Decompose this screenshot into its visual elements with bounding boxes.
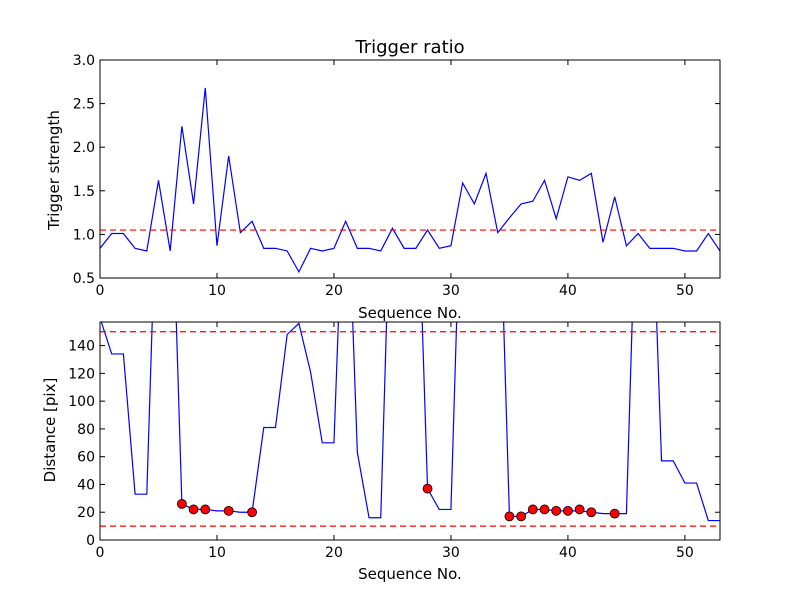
- top-y-tick-label: 2.0: [73, 140, 95, 156]
- bottom-highlight-point: [422, 483, 433, 494]
- top-y-tick-label: 1.5: [73, 184, 95, 200]
- bottom-x-tick-label: 10: [208, 545, 226, 561]
- bottom-y-tick-label: 140: [68, 339, 95, 355]
- top-x-tick-label: 10: [208, 283, 226, 299]
- bottom-highlight-point: [176, 498, 187, 509]
- top-axes-frame: [99, 59, 721, 279]
- bottom-axes-frame: [99, 321, 721, 541]
- top-chart-title: Trigger ratio: [354, 37, 464, 58]
- bottom-y-tick-label: 60: [77, 450, 95, 466]
- top-y-tick-label: 2.5: [73, 97, 95, 113]
- top-y-tick-label: 1.0: [73, 227, 95, 243]
- bottom-highlight-point: [527, 504, 538, 515]
- bottom-y-tick-labels: 0 20 40 60 80 100 120 140: [68, 339, 720, 549]
- top-x-tick-labels: 0 10 20 30 40 50: [96, 60, 694, 299]
- top-y-tick-label: 3.0: [73, 53, 95, 69]
- bottom-highlight-point: [574, 504, 585, 515]
- top-y-axis-label: Trigger strength: [45, 110, 63, 231]
- top-plot-marks: [99, 59, 721, 279]
- top-x-axis-label: Sequence No.: [358, 304, 462, 322]
- top-x-tick-label: 50: [676, 283, 694, 299]
- bottom-highlight-point: [188, 504, 199, 515]
- bottom-highlight-point: [223, 505, 234, 516]
- top-x-tick-label: 20: [325, 283, 343, 299]
- bottom-highlight-point: [539, 504, 550, 515]
- bottom-y-tick-label: 120: [68, 366, 95, 382]
- bottom-highlight-point: [586, 507, 597, 518]
- distance-panel: Sequence No. Distance [pix] 0 10 20 30 40 50 …: [41, 321, 721, 583]
- bottom-highlight-point: [609, 508, 620, 519]
- bottom-x-tick-label: 0: [96, 545, 105, 561]
- bottom-y-tick-label: 80: [77, 422, 95, 438]
- bottom-x-axis-label: Sequence No.: [358, 565, 462, 583]
- top-y-tick-label: 0.5: [73, 271, 95, 287]
- bottom-x-tick-label: 50: [676, 545, 694, 561]
- bottom-x-tick-label: 40: [559, 545, 577, 561]
- top-x-tick-label: 0: [96, 283, 105, 299]
- bottom-highlight-point: [551, 505, 562, 516]
- top-x-tick-label: 40: [559, 283, 577, 299]
- bottom-y-axis-label: Distance [pix]: [41, 378, 59, 483]
- bottom-y-tick-label: 20: [77, 505, 95, 521]
- bottom-highlight-point: [516, 511, 527, 522]
- trigger-ratio-panel: Trigger ratio Sequence No. Trigger stren…: [45, 37, 721, 322]
- bottom-y-tick-label: 40: [77, 477, 95, 493]
- top-x-tick-label: 30: [442, 283, 460, 299]
- bottom-x-tick-labels: 0 10 20 30 40 50: [96, 322, 694, 561]
- top-y-tick-labels: 0.5 1.0 1.5 2.0 2.5 3.0: [73, 53, 720, 287]
- bottom-y-tick-label: 0: [86, 533, 95, 549]
- bottom-x-tick-label: 20: [325, 545, 343, 561]
- bottom-highlight-point: [563, 505, 573, 516]
- bottom-highlight-point: [247, 507, 257, 518]
- bottom-plot-marks: [99, 321, 721, 541]
- top-series-line: [100, 87, 720, 274]
- bottom-y-tick-label: 100: [68, 394, 95, 410]
- bottom-highlight-point: [504, 511, 515, 522]
- bottom-x-tick-label: 30: [442, 545, 460, 561]
- bottom-highlight-point: [200, 504, 211, 515]
